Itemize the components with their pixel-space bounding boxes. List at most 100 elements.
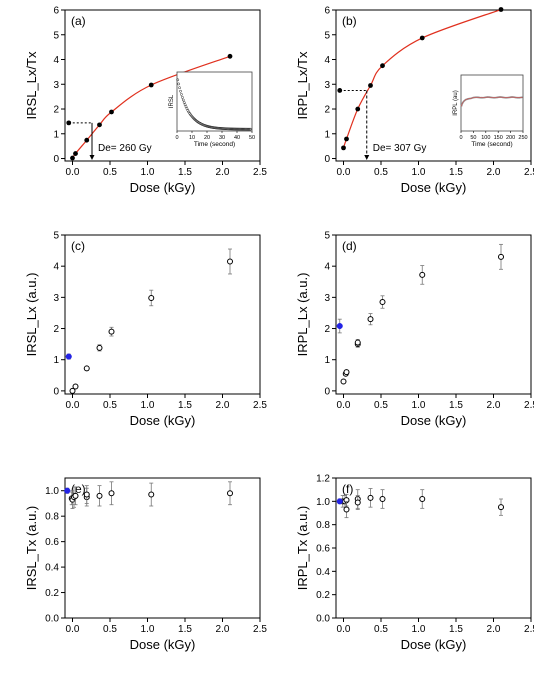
y-tick-label: 2 bbox=[53, 324, 59, 335]
y-tick-label: 5 bbox=[53, 30, 59, 41]
inset-decay-point bbox=[235, 127, 238, 131]
inset-decay-point bbox=[180, 93, 183, 96]
inset-signal-line-red bbox=[461, 96, 523, 107]
inset-x-tick-label: 200 bbox=[506, 135, 515, 141]
x-tick-label: 2.0 bbox=[487, 400, 501, 411]
data-point bbox=[109, 109, 114, 115]
y-tick-label: 1 bbox=[324, 355, 330, 366]
natural-point bbox=[65, 353, 72, 360]
x-tick-label: 0.5 bbox=[374, 167, 388, 178]
x-tick-label: 1.5 bbox=[449, 167, 463, 178]
inset-decay-point bbox=[247, 127, 250, 131]
data-point bbox=[96, 492, 103, 499]
chart-panel: 0.0 0.5 1.0 1.5 2.0 2.5 0 1 2 3 4 5 6 Dose (kGy) IRSL_… bbox=[24, 6, 267, 196]
inset-decay-point bbox=[240, 127, 244, 131]
y-tick-label: 5 bbox=[53, 231, 59, 242]
x-tick-label: 1.0 bbox=[141, 167, 155, 178]
inset-decay-point bbox=[221, 127, 225, 130]
x-tick-label: 2.5 bbox=[524, 624, 534, 635]
de-arrow-head bbox=[364, 155, 370, 160]
inset-decay-point bbox=[242, 127, 246, 131]
y-axis-title: IRSL_Lx (a.u.) bbox=[24, 273, 39, 357]
inset-decay-point bbox=[241, 127, 245, 131]
x-tick-label: 0.0 bbox=[337, 167, 351, 178]
inset-x-tick-label: 30 bbox=[219, 135, 225, 141]
y-tick-label: 3 bbox=[324, 293, 330, 304]
data-point bbox=[368, 83, 373, 88]
chart-panel: 0.0 0.5 1.0 1.5 2.0 2.5 0 1 2 3 4 5 Dose (kGy) IRSL_L… bbox=[24, 231, 267, 429]
x-axis-title: Dose (kGy) bbox=[401, 637, 467, 652]
x-tick-label: 1.5 bbox=[449, 400, 463, 411]
data-point bbox=[380, 63, 385, 69]
inset-decay-point bbox=[179, 89, 182, 93]
data-point bbox=[72, 383, 79, 390]
y-tick-label: 2 bbox=[324, 105, 330, 116]
y-tick-label: 1 bbox=[324, 129, 330, 140]
inset-decay-point bbox=[236, 127, 239, 131]
x-tick-label: 1.5 bbox=[178, 624, 192, 635]
data-point bbox=[355, 106, 361, 112]
inset-frame bbox=[460, 74, 524, 132]
x-tick-label: 1.0 bbox=[412, 400, 426, 411]
panel-label: (e) bbox=[71, 482, 86, 496]
plot-frame bbox=[64, 477, 261, 619]
data-point bbox=[354, 339, 361, 346]
x-tick-label: 0.5 bbox=[374, 400, 388, 411]
inset-y-title: IRSL bbox=[169, 94, 175, 108]
y-axis-title: IRPL_Lx/Tx bbox=[295, 51, 310, 119]
data-point bbox=[498, 7, 504, 12]
x-tick-label: 1.0 bbox=[412, 167, 426, 178]
inset-x-tick-label: 50 bbox=[470, 135, 476, 141]
inset-decay-point bbox=[237, 127, 241, 131]
inset-decay-point bbox=[178, 86, 181, 90]
x-axis-title: Dose (kGy) bbox=[130, 413, 196, 428]
y-tick-label: 1 bbox=[53, 355, 59, 366]
data-point bbox=[227, 258, 233, 265]
data-point bbox=[344, 136, 349, 142]
inset-decay-point bbox=[220, 127, 224, 130]
inset-decay-point bbox=[230, 127, 234, 131]
inset-decay-point bbox=[228, 127, 232, 131]
inset-decay-point bbox=[222, 127, 226, 130]
inset-decay-point bbox=[215, 126, 219, 130]
data-point bbox=[96, 344, 103, 351]
natural-point bbox=[64, 487, 71, 494]
y-tick-label: 1.0 bbox=[316, 497, 330, 508]
x-tick-label: 2.5 bbox=[524, 167, 534, 178]
y-tick-label: 2 bbox=[324, 324, 330, 335]
x-axis-title: Dose (kGy) bbox=[401, 413, 467, 428]
y-tick-label: 6 bbox=[324, 6, 330, 17]
inset-x-tick-label: 40 bbox=[234, 135, 240, 141]
x-tick-label: 1.5 bbox=[178, 400, 192, 411]
x-axis-title: Dose (kGy) bbox=[401, 180, 467, 195]
x-tick-label: 0.5 bbox=[103, 167, 117, 178]
data-point bbox=[108, 328, 115, 335]
data-point bbox=[379, 299, 386, 306]
chart-panel: 0.0 0.5 1.0 1.5 2.0 2.5 0 1 2 3 4 5 Dose (kGy) IRPL_L… bbox=[295, 231, 534, 429]
inset-decay-point bbox=[231, 127, 235, 131]
y-tick-label: 0 bbox=[324, 386, 330, 397]
inset-decay-point bbox=[225, 127, 228, 131]
inset-x-title: Time (second) bbox=[194, 141, 235, 148]
inset-panel: 0 50 100 150 200 250 Time (second) IRPL (au) bbox=[453, 74, 528, 148]
inset-decay-point bbox=[177, 82, 181, 86]
data-point bbox=[367, 316, 374, 323]
inset-decay-point bbox=[233, 127, 237, 131]
natural-point bbox=[336, 322, 343, 330]
data-point bbox=[354, 499, 361, 506]
y-tick-label: 0.0 bbox=[316, 614, 330, 625]
x-tick-label: 0.5 bbox=[103, 400, 117, 411]
x-tick-label: 2.5 bbox=[253, 167, 267, 178]
data-point bbox=[97, 122, 102, 128]
y-tick-label: 3 bbox=[324, 80, 330, 91]
inset-decay-point bbox=[214, 126, 218, 130]
data-point bbox=[498, 504, 504, 511]
y-tick-label: 1.2 bbox=[316, 474, 330, 485]
panel-label: (d) bbox=[342, 239, 357, 253]
x-axis-title: Dose (kGy) bbox=[130, 180, 196, 195]
data-point bbox=[227, 490, 233, 497]
inset-decay-point bbox=[226, 127, 229, 131]
data-point bbox=[83, 491, 90, 498]
y-tick-label: 1 bbox=[53, 129, 59, 140]
panel-label: (f) bbox=[342, 482, 353, 496]
